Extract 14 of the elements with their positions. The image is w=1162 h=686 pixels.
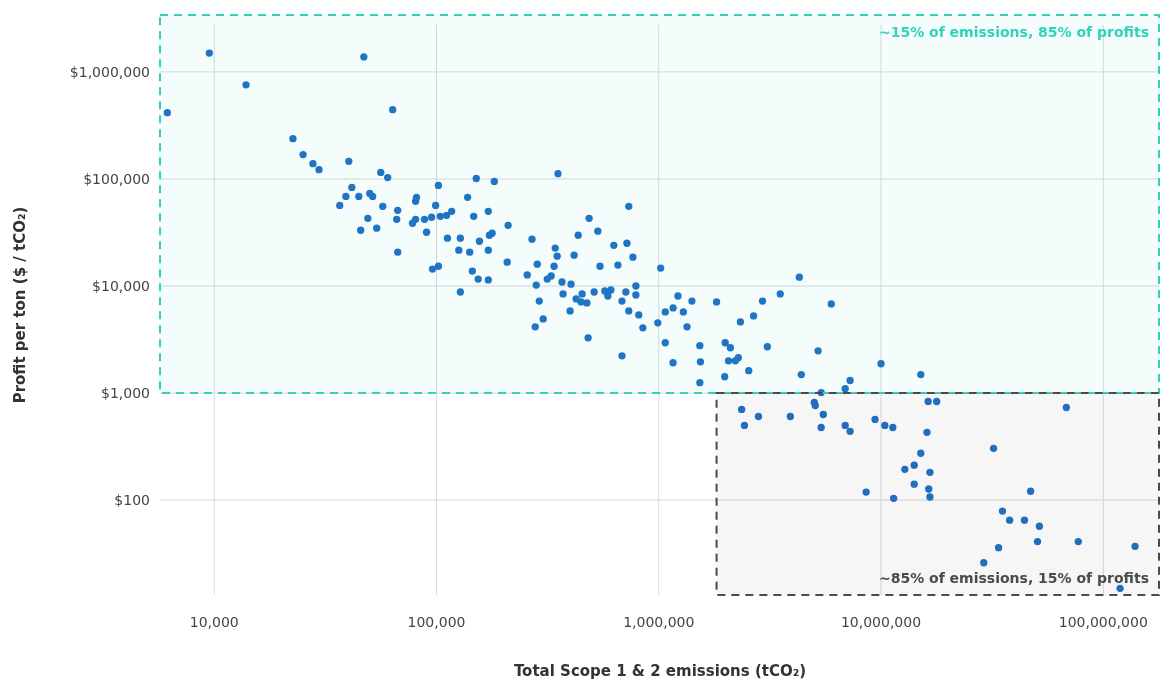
x-tick-label: 100,000,000 [1058, 614, 1148, 630]
y-tick-label: $100,000 [83, 170, 150, 187]
x-axis-title: Total Scope 1 & 2 emissions (tCO₂) [513, 662, 807, 680]
y-tick-label: $10,000 [92, 277, 150, 294]
x-tick-label: 100,000 [407, 614, 466, 630]
y-tick-label: $1,000 [101, 384, 150, 401]
y-tick-label: $100 [114, 492, 150, 509]
y-tick-label: $1,000,000 [69, 63, 150, 80]
band-label: ~85% of emissions, 15% of profits [878, 570, 1149, 586]
x-tick-label: 10,000 [189, 614, 239, 630]
band-label: ~15% of emissions, 85% of profits [878, 24, 1149, 40]
x-tick-label: 1,000,000 [623, 614, 695, 630]
x-tick-label: 10,000,000 [840, 614, 922, 630]
y-axis-title: Profit per ton ($ / tCO₂) [11, 206, 29, 404]
